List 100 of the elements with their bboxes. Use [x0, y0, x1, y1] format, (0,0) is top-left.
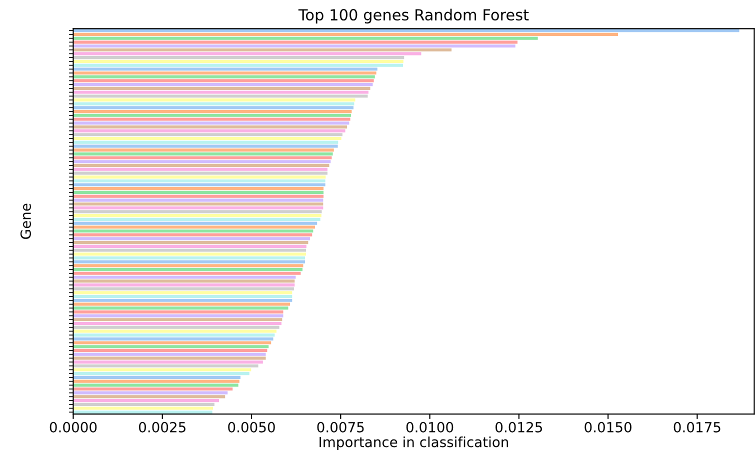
bar: [73, 280, 295, 283]
y-axis-title: Gene: [20, 204, 31, 239]
bar: [73, 260, 305, 264]
bar: [73, 226, 315, 229]
bar: [73, 36, 538, 40]
bar: [73, 214, 322, 218]
x-tick-label: 0.0175: [674, 422, 720, 432]
bar: [73, 218, 320, 221]
bar: [73, 287, 294, 290]
bar: [73, 372, 250, 376]
bar: [73, 106, 354, 110]
bar: [73, 352, 266, 356]
bar: [73, 110, 352, 114]
bar: [73, 364, 258, 368]
bar: [73, 314, 284, 318]
bar: [73, 44, 516, 48]
bar: [73, 125, 348, 128]
bar: [73, 194, 324, 198]
bar: [73, 330, 276, 333]
bar: [73, 391, 228, 394]
bar: [73, 198, 324, 202]
bar: [73, 94, 368, 98]
x-tick-label: 0.0000: [50, 422, 97, 432]
bar: [73, 310, 284, 314]
bar: [73, 341, 272, 344]
bar: [73, 387, 233, 391]
bar: [73, 410, 212, 414]
bar: [73, 114, 351, 117]
bar: [73, 402, 214, 406]
bar: [73, 291, 292, 294]
bar: [73, 337, 274, 340]
bar: [73, 322, 282, 326]
bar: [73, 40, 518, 44]
bar: [73, 233, 312, 236]
bar: [73, 244, 306, 248]
bar: [73, 241, 308, 244]
bar: [73, 98, 356, 102]
bar: [73, 406, 214, 410]
bar: [73, 326, 280, 329]
bar: [73, 64, 404, 67]
bar: [73, 264, 304, 268]
bar: [73, 32, 618, 36]
bar: [73, 360, 263, 364]
x-tick-label: 0.0125: [496, 422, 542, 432]
bar: [73, 102, 354, 106]
bar: [73, 172, 328, 175]
bar: [73, 202, 324, 206]
bar: [73, 222, 318, 225]
bar: [73, 187, 324, 190]
bar: [73, 118, 350, 121]
bar: [73, 168, 328, 171]
bar: [73, 294, 292, 298]
bar: [73, 399, 220, 402]
bar: [73, 283, 295, 286]
bar: [73, 380, 240, 383]
bar: [73, 248, 306, 252]
bar: [73, 60, 404, 63]
bar: [73, 175, 326, 179]
bar: [73, 148, 334, 152]
bar: [73, 156, 332, 160]
bar: [73, 306, 288, 310]
bar: [73, 71, 376, 75]
bar: [73, 29, 740, 32]
bar: [73, 348, 268, 352]
bar: [73, 183, 326, 186]
bar: [73, 368, 252, 372]
bar: [73, 256, 305, 260]
bar: [73, 144, 338, 148]
x-tick-label: 0.0050: [228, 422, 275, 432]
x-tick-label: 0.0025: [138, 422, 186, 432]
bar: [73, 302, 290, 306]
bar: [73, 140, 338, 144]
bar: [73, 190, 324, 194]
bar: [73, 56, 404, 60]
bar: [73, 237, 310, 240]
x-tick-label: 0.0150: [584, 422, 632, 432]
bar: [73, 345, 269, 348]
bar: [73, 298, 292, 302]
x-tick-label: 0.0075: [317, 422, 364, 432]
bar: [73, 384, 238, 387]
bar: [73, 268, 302, 272]
bar: [73, 90, 368, 94]
bar: [73, 133, 342, 136]
bar: [73, 129, 346, 132]
bar: [73, 160, 331, 164]
bar: [73, 152, 333, 156]
bar: [73, 229, 314, 233]
bar: [73, 83, 373, 86]
bar: [73, 252, 306, 256]
bar: [73, 206, 324, 210]
bar: [73, 68, 378, 71]
x-tick-label: 0.0100: [406, 422, 454, 432]
bar: [73, 276, 296, 279]
bar: [73, 75, 375, 78]
x-axis-title: Importance in classification: [320, 436, 508, 450]
chart-title: Top 100 genes Random Forest: [298, 8, 529, 24]
bar: [73, 272, 301, 275]
bar: [73, 86, 370, 90]
bar: [73, 356, 266, 360]
bar: [73, 79, 374, 82]
